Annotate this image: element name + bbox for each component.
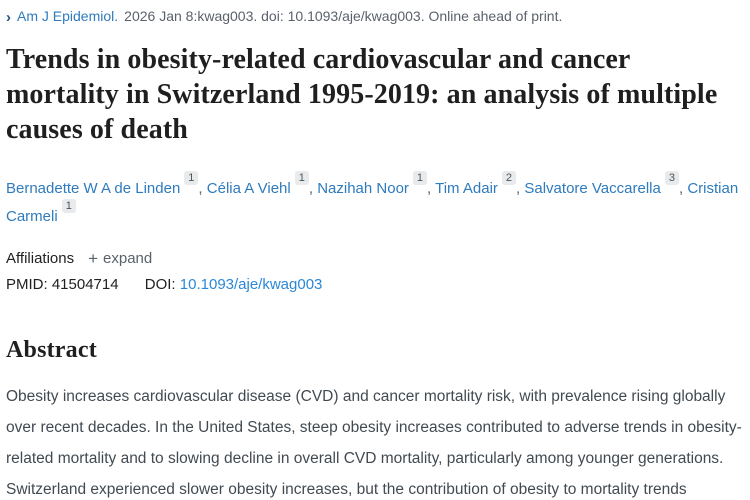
author-separator: ,: [678, 180, 688, 197]
plus-icon: +: [88, 249, 99, 268]
abstract-paragraph: Obesity increases cardiovascular disease…: [6, 388, 742, 498]
author-affiliation-sup: 1: [412, 171, 428, 185]
authors-list: Bernadette W A de Linden1, Célia A Viehl…: [6, 171, 742, 231]
affiliations-label: Affiliations: [6, 250, 75, 267]
pmid-value: 41504714: [51, 276, 119, 293]
author-separator: ,: [516, 180, 525, 197]
doi-link[interactable]: 10.1093/aje/kwag003: [179, 276, 323, 293]
author-link[interactable]: Bernadette W A de Linden: [6, 180, 181, 197]
expand-label: expand: [103, 250, 153, 267]
journal-citation-bar: › Am J Epidemiol. 2026 Jan 8:kwag003. do…: [6, 8, 742, 26]
abstract-heading: Abstract: [6, 337, 97, 363]
pmid-label: PMID:: [6, 276, 48, 293]
author-separator: ,: [427, 180, 436, 197]
author-link[interactable]: Nazihah Noor: [317, 180, 409, 197]
author-affiliation-sup: 1: [294, 171, 309, 185]
author-affiliation-sup: 1: [184, 171, 199, 185]
citation-detail: 2026 Jan 8:kwag003. doi: 10.1093/aje/kwa…: [124, 8, 563, 24]
author-affiliation-sup: 2: [501, 171, 517, 185]
affiliations-row: Affiliations + expand: [6, 250, 742, 267]
author-link[interactable]: Salvatore Vaccarella: [524, 180, 661, 197]
author-link[interactable]: Célia A Viehl: [206, 180, 291, 197]
doi-group: DOI: 10.1093/aje/kwag003: [145, 276, 323, 293]
author-affiliation-sup: 3: [664, 171, 679, 185]
doi-label: DOI:: [144, 276, 176, 293]
expand-affiliations-button[interactable]: + expand: [88, 250, 152, 267]
author-link[interactable]: Cristian Carmeli: [6, 180, 739, 225]
chevron-right-icon[interactable]: ›: [6, 9, 11, 26]
article-title: Trends in obesity-related cardiovascular…: [6, 44, 718, 145]
journal-link[interactable]: Am J Epidemiol.: [17, 8, 119, 24]
author-separator: ,: [308, 180, 318, 197]
identifiers-row: PMID: 41504714 DOI: 10.1093/aje/kwag003: [6, 276, 742, 293]
author-separator: ,: [198, 180, 207, 197]
author-link[interactable]: Tim Adair: [435, 180, 498, 197]
author-affiliation-sup: 1: [61, 199, 76, 213]
